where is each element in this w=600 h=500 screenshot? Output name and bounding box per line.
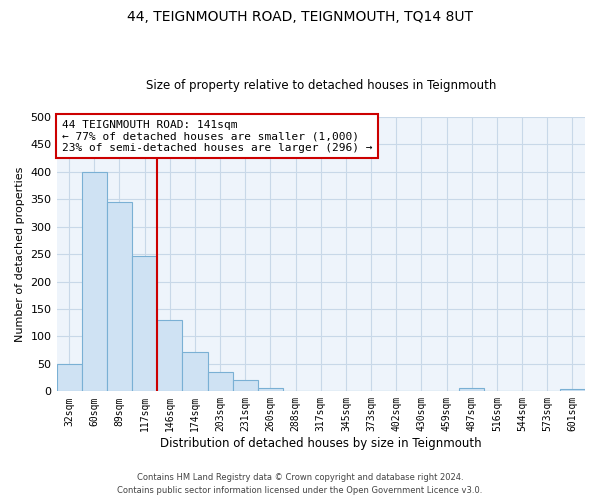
Text: 44, TEIGNMOUTH ROAD, TEIGNMOUTH, TQ14 8UT: 44, TEIGNMOUTH ROAD, TEIGNMOUTH, TQ14 8U…	[127, 10, 473, 24]
Bar	[132, 256, 157, 392]
Title: Size of property relative to detached houses in Teignmouth: Size of property relative to detached ho…	[146, 79, 496, 92]
Bar	[182, 352, 208, 392]
Bar	[107, 202, 132, 392]
Y-axis label: Number of detached properties: Number of detached properties	[15, 166, 25, 342]
Bar	[233, 380, 258, 392]
Bar	[258, 388, 283, 392]
Text: 44 TEIGNMOUTH ROAD: 141sqm
← 77% of detached houses are smaller (1,000)
23% of s: 44 TEIGNMOUTH ROAD: 141sqm ← 77% of deta…	[62, 120, 373, 152]
Text: Contains HM Land Registry data © Crown copyright and database right 2024.
Contai: Contains HM Land Registry data © Crown c…	[118, 474, 482, 495]
X-axis label: Distribution of detached houses by size in Teignmouth: Distribution of detached houses by size …	[160, 437, 482, 450]
Bar	[56, 364, 82, 392]
Bar	[560, 389, 585, 392]
Bar	[208, 372, 233, 392]
Bar	[82, 172, 107, 392]
Bar	[459, 388, 484, 392]
Bar	[157, 320, 182, 392]
